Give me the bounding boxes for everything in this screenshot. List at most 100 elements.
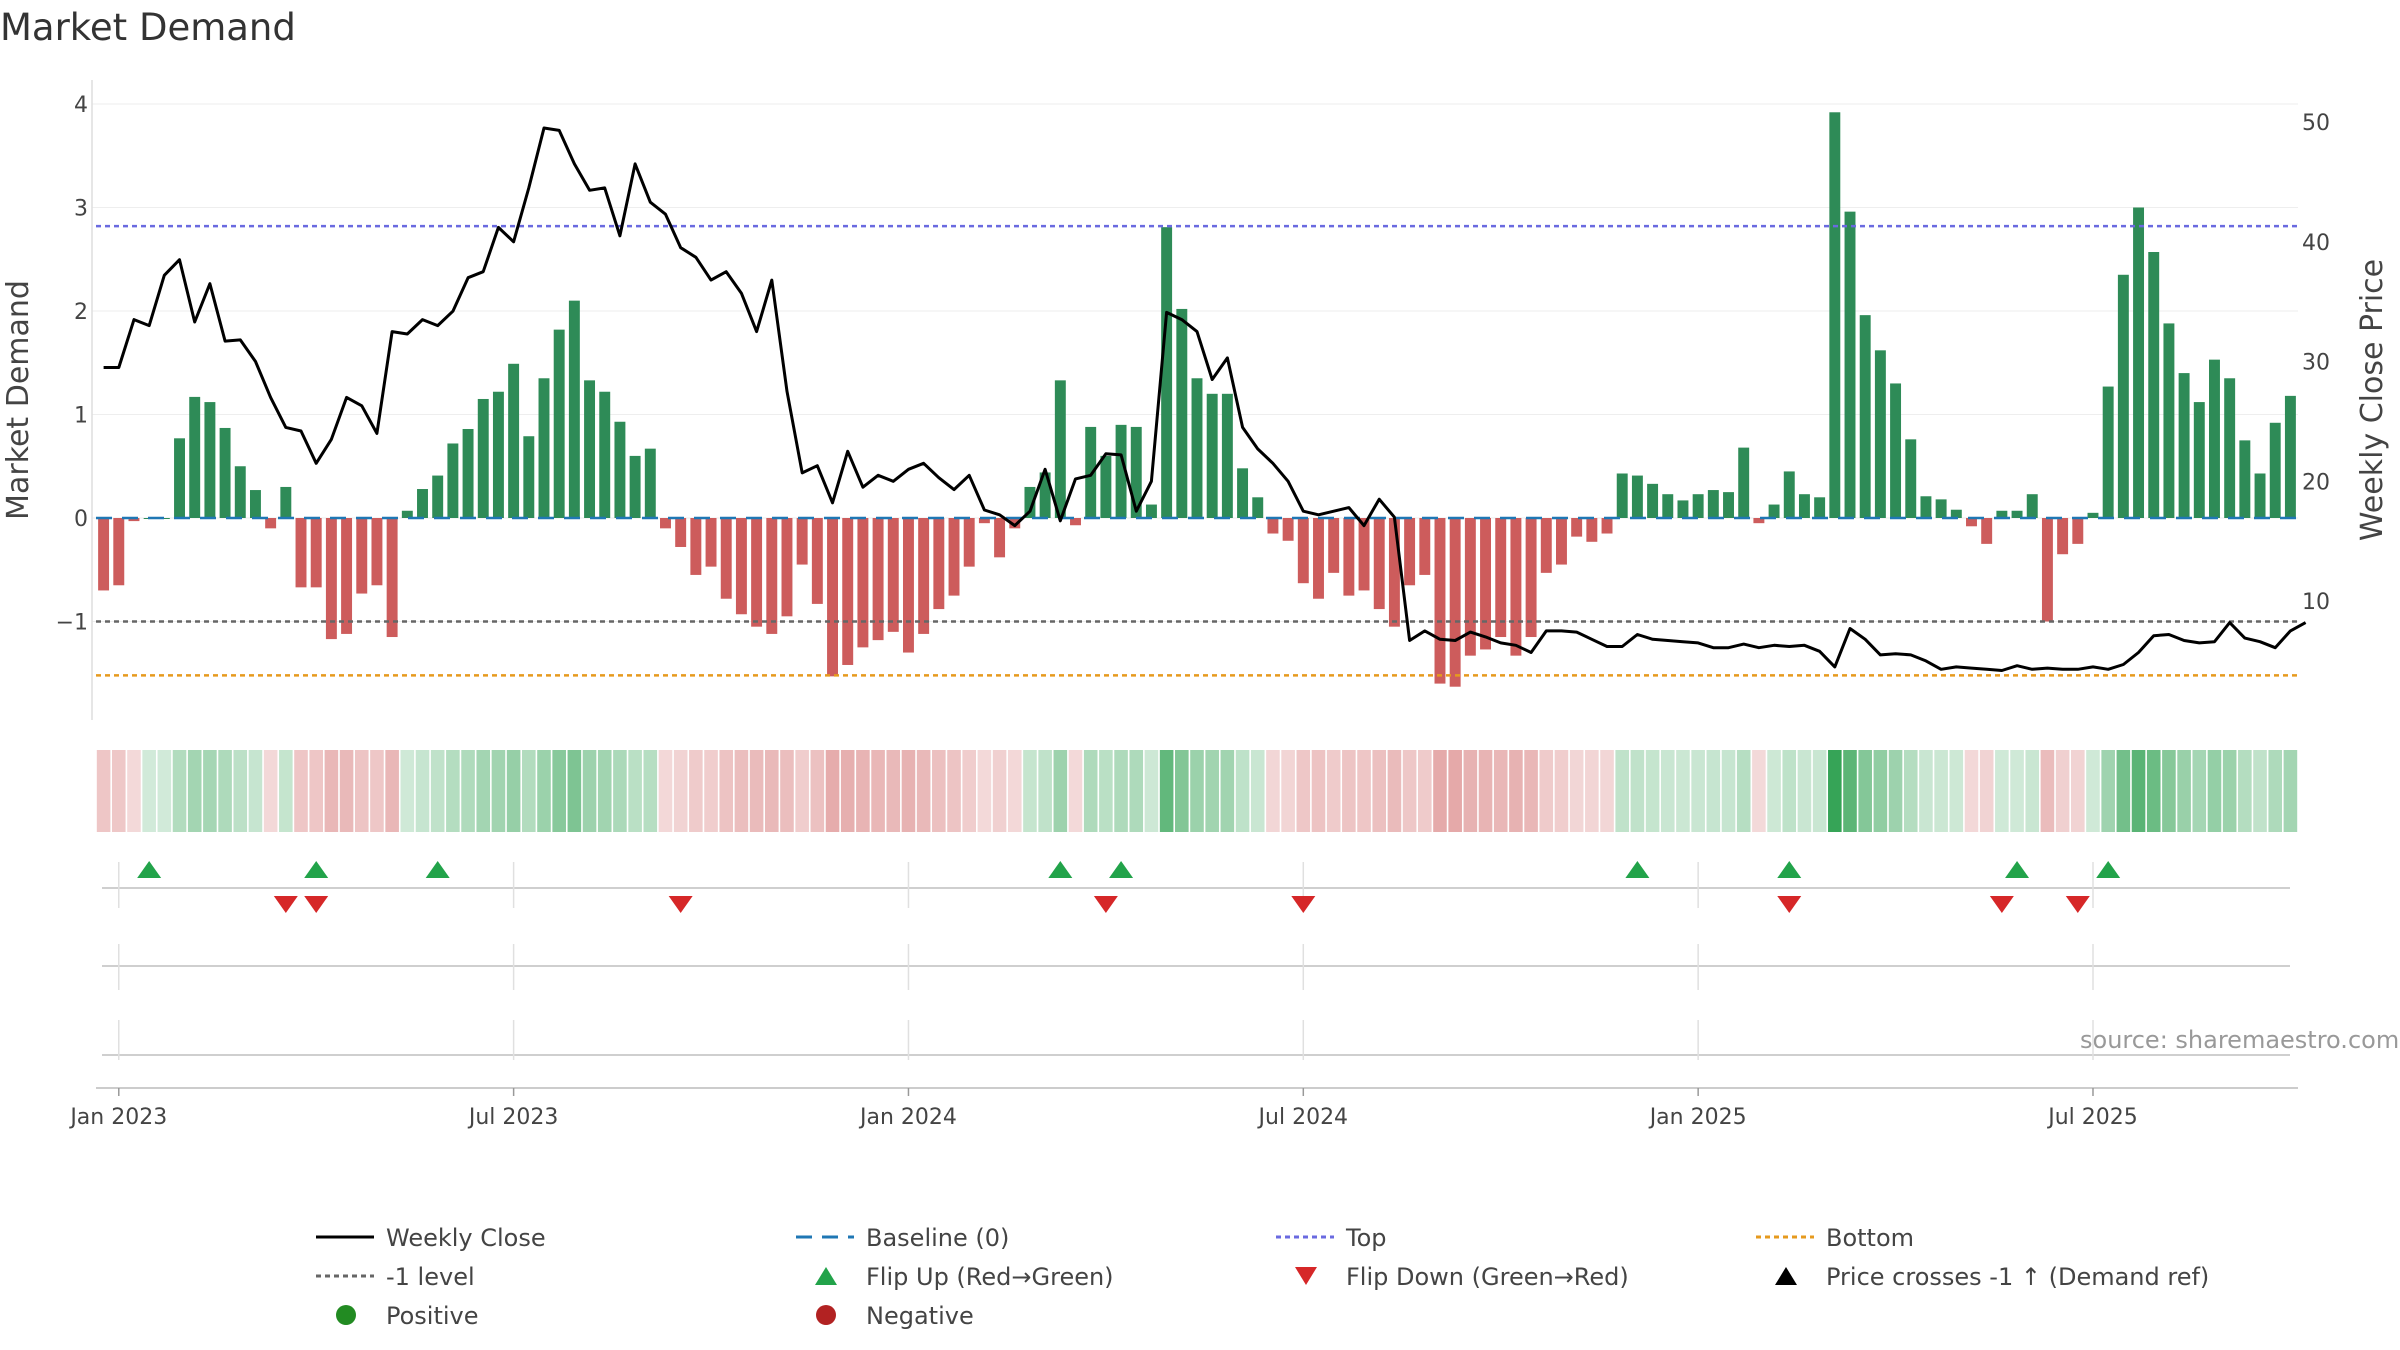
heat-cell xyxy=(871,750,885,832)
demand-bar xyxy=(735,518,747,615)
heat-cell xyxy=(157,750,172,832)
heat-cell xyxy=(916,750,931,832)
demand-bar xyxy=(1723,492,1734,518)
demand-bar xyxy=(1525,518,1537,638)
demand-bar xyxy=(1495,518,1507,638)
heat-cell xyxy=(977,750,992,832)
demand-bar xyxy=(2254,473,2266,518)
demand-bar xyxy=(265,518,277,529)
heat-cell xyxy=(2116,750,2131,832)
heat-cell xyxy=(1114,750,1128,832)
heat-cell xyxy=(795,750,809,832)
demand-bar xyxy=(113,518,125,586)
legend-item: -1 level xyxy=(316,1263,475,1291)
demand-bar xyxy=(1449,518,1461,687)
heat-cell xyxy=(719,750,734,832)
heat-cell xyxy=(1949,750,1964,832)
weekly-close-line xyxy=(103,126,2307,672)
demand-bar xyxy=(1738,447,1750,518)
heat-cell xyxy=(1979,750,1994,832)
heat-cell xyxy=(1934,750,1948,832)
demand-bar xyxy=(1571,518,1583,537)
demand-bar xyxy=(1434,518,1446,684)
x-tick-label: Jul 2023 xyxy=(467,1105,559,1130)
heat-cell xyxy=(2222,750,2237,832)
heat-cell xyxy=(233,750,248,832)
legend-item: Baseline (0) xyxy=(796,1224,1009,1252)
legend-swatch xyxy=(816,1305,836,1325)
heat-cell xyxy=(1038,750,1052,832)
demand-bar xyxy=(1419,518,1431,575)
left-axis-label: Market Demand xyxy=(1,280,36,520)
source-credit: source: sharemaestro.com xyxy=(2080,1026,2400,1054)
heat-cell xyxy=(673,750,688,832)
legend-label: -1 level xyxy=(386,1263,475,1291)
heat-cell xyxy=(1509,750,1523,832)
heat-cell xyxy=(582,750,597,832)
demand-bar xyxy=(2284,395,2296,518)
heat-cell xyxy=(764,750,779,832)
flip-up-marker xyxy=(1109,861,1134,878)
heat-cell xyxy=(1372,750,1387,832)
right-tick-label: 30 xyxy=(2302,351,2330,376)
heat-cell xyxy=(2238,750,2252,832)
heat-cell xyxy=(567,750,582,832)
heat-cell xyxy=(2101,750,2115,832)
heat-cell xyxy=(689,750,703,832)
demand-bar xyxy=(2087,512,2099,518)
left-tick-label: 3 xyxy=(74,197,88,222)
demand-bar xyxy=(523,436,535,518)
demand-bar xyxy=(1221,393,1233,518)
heat-cell xyxy=(1873,750,1888,832)
flip-up-marker xyxy=(1777,861,1802,878)
heat-cell xyxy=(1478,750,1493,832)
heat-cell xyxy=(2268,750,2283,832)
demand-bar xyxy=(234,466,246,518)
heat-cell xyxy=(2146,750,2161,832)
heat-cell xyxy=(309,750,323,832)
demand-bar xyxy=(538,378,550,518)
demand-bar xyxy=(371,518,383,586)
demand-bar xyxy=(918,518,930,634)
heat-cell xyxy=(1888,750,1903,832)
right-tick-label: 10 xyxy=(2302,590,2330,615)
flip-up-marker xyxy=(304,861,329,878)
demand-bar xyxy=(1753,518,1765,524)
left-tick-label: 2 xyxy=(74,300,88,325)
demand-bar xyxy=(1176,308,1188,518)
flip-markers xyxy=(102,861,2290,1060)
heat-cell xyxy=(476,750,491,832)
demand-bar xyxy=(1677,500,1689,518)
heat-cell xyxy=(537,750,551,832)
demand-bar xyxy=(1024,486,1036,518)
demand-bar xyxy=(386,518,398,638)
legend-swatch xyxy=(815,1267,837,1285)
gridlines xyxy=(92,103,2298,622)
demand-bar xyxy=(948,518,960,596)
legend-swatch xyxy=(1295,1267,1317,1285)
heat-cell xyxy=(1600,750,1614,832)
heat-cell xyxy=(552,750,566,832)
heat-cell xyxy=(2025,750,2040,832)
heat-cell xyxy=(187,750,202,832)
heat-cell xyxy=(1250,750,1265,832)
heat-cell xyxy=(886,750,901,832)
demand-bar xyxy=(1115,424,1127,518)
heat-cell xyxy=(1266,750,1280,832)
demand-bar xyxy=(2041,518,2053,622)
demand-bar xyxy=(1814,497,1826,518)
heat-cell xyxy=(901,750,916,832)
heat-cell xyxy=(1630,750,1645,832)
legend-item: Flip Down (Green→Red) xyxy=(1295,1263,1629,1291)
demand-bar xyxy=(2209,359,2220,518)
demand-bar xyxy=(1267,518,1279,534)
heat-cell xyxy=(1797,750,1812,832)
heat-cell xyxy=(2086,750,2100,832)
heat-cell xyxy=(1387,750,1402,832)
right-tick-label: 50 xyxy=(2302,111,2330,136)
heat-cell xyxy=(628,750,642,832)
demand-bar xyxy=(887,518,899,632)
heat-cell xyxy=(1205,750,1219,832)
demand-bar xyxy=(1191,378,1203,518)
demand-bar xyxy=(1328,518,1340,573)
